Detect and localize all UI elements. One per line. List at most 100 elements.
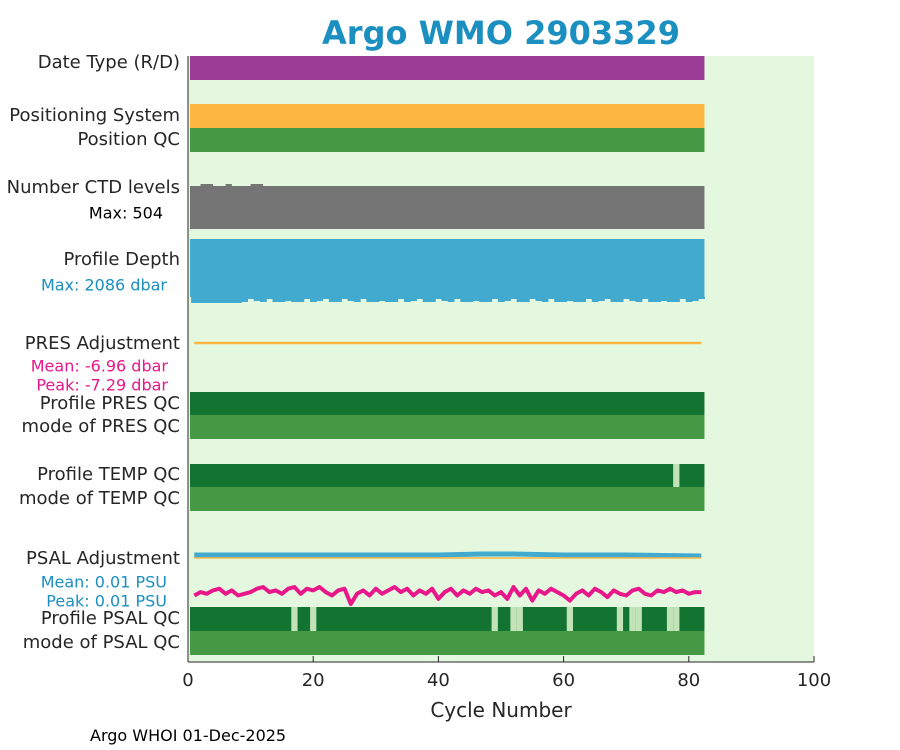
x-tick-label-0: 0 [182,670,193,691]
bar-positioning-system [190,104,705,128]
depth-edge-44 [466,297,474,302]
x-tick-label-80: 80 [677,670,700,691]
x-tick-label-60: 60 [552,670,575,691]
x-tick-label-20: 20 [302,670,325,691]
annotation-depth-max: Max: 2086 dbar [41,276,167,295]
depth-edge-21 [322,297,330,299]
depth-edge-27 [360,297,367,299]
bar-mode-pres-qc [190,415,705,439]
depth-edge-20 [316,297,324,301]
depth-edge-19 [310,297,317,302]
depth-edge-33 [397,297,405,299]
depth-edge-60 [566,297,574,301]
depth-edge-47 [485,297,493,302]
depth-edge-80 [691,297,699,301]
depth-edge-48 [491,297,499,299]
depth-edge-2 [203,297,211,303]
bar-profile-psal-qc [190,607,705,631]
depth-edge-28 [366,297,374,302]
depth-edge-78 [679,297,687,299]
depth-edge-34 [403,297,411,302]
row-label-date-type: Date Type (R/D) [38,52,180,73]
x-tick-label-40: 40 [427,670,450,691]
depth-edge-40 [441,297,449,301]
depth-edge-54 [529,297,536,299]
depth-edge-4 [216,297,223,303]
depth-edge-57 [547,297,555,299]
flag-profile-psal-qc-cycle-49 [491,607,498,631]
depth-edge-45 [472,297,480,301]
row-label-pres-adjustment: PRES Adjustment [25,333,180,354]
depth-edge-68 [616,297,624,302]
depth-edge-51 [510,297,518,299]
bar-date-type [190,56,705,80]
flag-profile-psal-qc-cycle-17 [291,607,298,631]
psal-drift-line [193,585,702,606]
depth-edge-70 [629,297,637,301]
depth-edge-26 [353,297,361,302]
depth-edge-24 [341,297,349,299]
depth-edge-49 [497,297,505,302]
depth-edge-77 [673,297,680,302]
row-label-psal-adjustment: PSAL Adjustment [26,548,180,569]
ctd-level-peak-2 [250,184,264,186]
depth-edge-30 [378,297,386,301]
depth-edge-23 [335,297,342,302]
depth-edge-1 [197,297,205,303]
bar-number-ctd-levels [190,186,705,229]
flag-profile-psal-qc-cycle-20 [310,607,317,631]
depth-edge-62 [579,297,587,302]
depth-edge-75 [660,297,668,301]
ctd-level-peak-0 [200,184,214,186]
depth-edge-53 [522,297,530,302]
depth-edge-81 [698,297,705,299]
depth-edge-15 [285,297,292,301]
flag-profile-psal-qc-cycle-72 [635,607,642,631]
depth-edge-55 [535,297,543,301]
bar-profile-temp-qc [190,464,705,487]
footer-credit: Argo WHOI 01-Dec-2025 [90,726,286,745]
x-axis-label: Cycle Number [430,698,572,722]
depth-edge-61 [572,297,580,302]
depth-edge-71 [635,297,643,302]
depth-edge-17 [297,297,305,302]
depth-edge-67 [610,297,618,302]
depth-edge-5 [222,297,230,303]
bar-mode-psal-qc [190,631,705,655]
plot-background [188,56,814,662]
depth-edge-31 [385,297,392,302]
row-label-number-ctd-levels: Number CTD levels [7,177,180,198]
depth-edge-63 [585,297,593,299]
depth-edge-46 [479,297,486,302]
depth-edge-42 [454,297,461,299]
depth-edge-18 [303,297,311,299]
depth-edge-36 [416,297,424,299]
depth-edge-6 [228,297,236,303]
depth-edge-43 [460,297,468,302]
depth-edge-65 [598,297,605,301]
row-label-position-qc: Position QC [77,129,180,150]
flag-profile-psal-qc-cycle-78 [673,607,680,631]
flag-profile-psal-qc-cycle-77 [666,607,674,631]
annotation-psal-peak: Peak: 0.01 PSU [46,592,167,611]
depth-edge-38 [429,297,436,302]
bar-position-qc [190,128,705,152]
depth-edge-73 [648,297,655,302]
depth-edge-76 [666,297,674,302]
annotation-ctd-max: Max: 504 [89,204,163,223]
depth-edge-59 [560,297,568,302]
chart-title: Argo WMO 2903329 [322,14,680,52]
annotation-pres-peak: Peak: -7.29 dbar [36,376,168,395]
depth-edge-22 [328,297,336,302]
depth-edge-37 [422,297,430,302]
depth-edge-14 [278,297,286,302]
annotation-psal-mean: Mean: 0.01 PSU [41,573,167,592]
depth-edge-64 [591,297,599,302]
depth-edge-9 [247,297,255,299]
row-label-profile-depth: Profile Depth [63,249,180,270]
depth-edge-39 [435,297,443,299]
bar-mode-temp-qc [190,487,705,511]
flag-profile-psal-qc-cycle-61 [566,607,573,631]
depth-edge-35 [410,297,417,301]
depth-edge-16 [291,297,299,302]
